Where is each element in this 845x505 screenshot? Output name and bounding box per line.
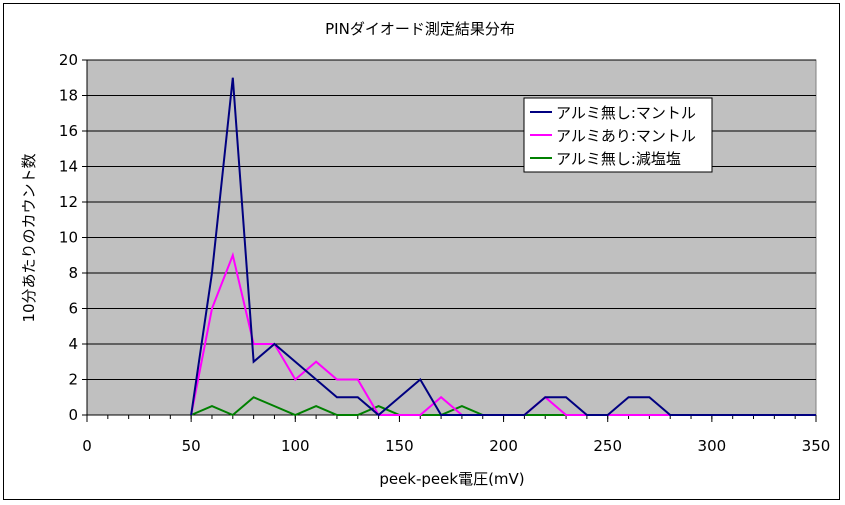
y-tick-label: 8 — [68, 264, 78, 282]
x-axis-label: peek-peek電圧(mV) — [379, 470, 524, 488]
x-tick-label: 100 — [281, 437, 310, 455]
y-tick-label: 16 — [59, 122, 78, 140]
x-tick-label: 150 — [385, 437, 414, 455]
y-tick-label: 18 — [59, 87, 78, 105]
y-tick-label: 6 — [68, 300, 78, 318]
y-tick-label: 20 — [59, 51, 78, 69]
legend-label: アルミ無し:マントル — [556, 104, 696, 122]
y-tick-label: 0 — [68, 406, 78, 424]
legend-label: アルミ無し:減塩塩 — [556, 150, 681, 168]
legend — [523, 97, 713, 173]
y-tick-label: 4 — [68, 335, 78, 353]
x-tick-label: 350 — [802, 437, 831, 455]
x-tick-label: 200 — [489, 437, 518, 455]
chart-title: PINダイオード測定結果分布 — [325, 20, 515, 38]
x-tick-label: 0 — [82, 437, 92, 455]
x-tick-label: 250 — [593, 437, 622, 455]
series-line-1 — [190, 77, 816, 417]
y-axis-label: 10分あたりのカウント数 — [20, 153, 38, 322]
x-tick-label: 50 — [182, 437, 201, 455]
y-tick-label: 2 — [68, 371, 78, 389]
y-tick-label: 14 — [59, 158, 78, 176]
legend-label: アルミあり:マントル — [556, 127, 696, 145]
x-tick-label: 300 — [698, 437, 727, 455]
y-tick-label: 12 — [59, 193, 78, 211]
y-tick-label: 10 — [59, 229, 78, 247]
